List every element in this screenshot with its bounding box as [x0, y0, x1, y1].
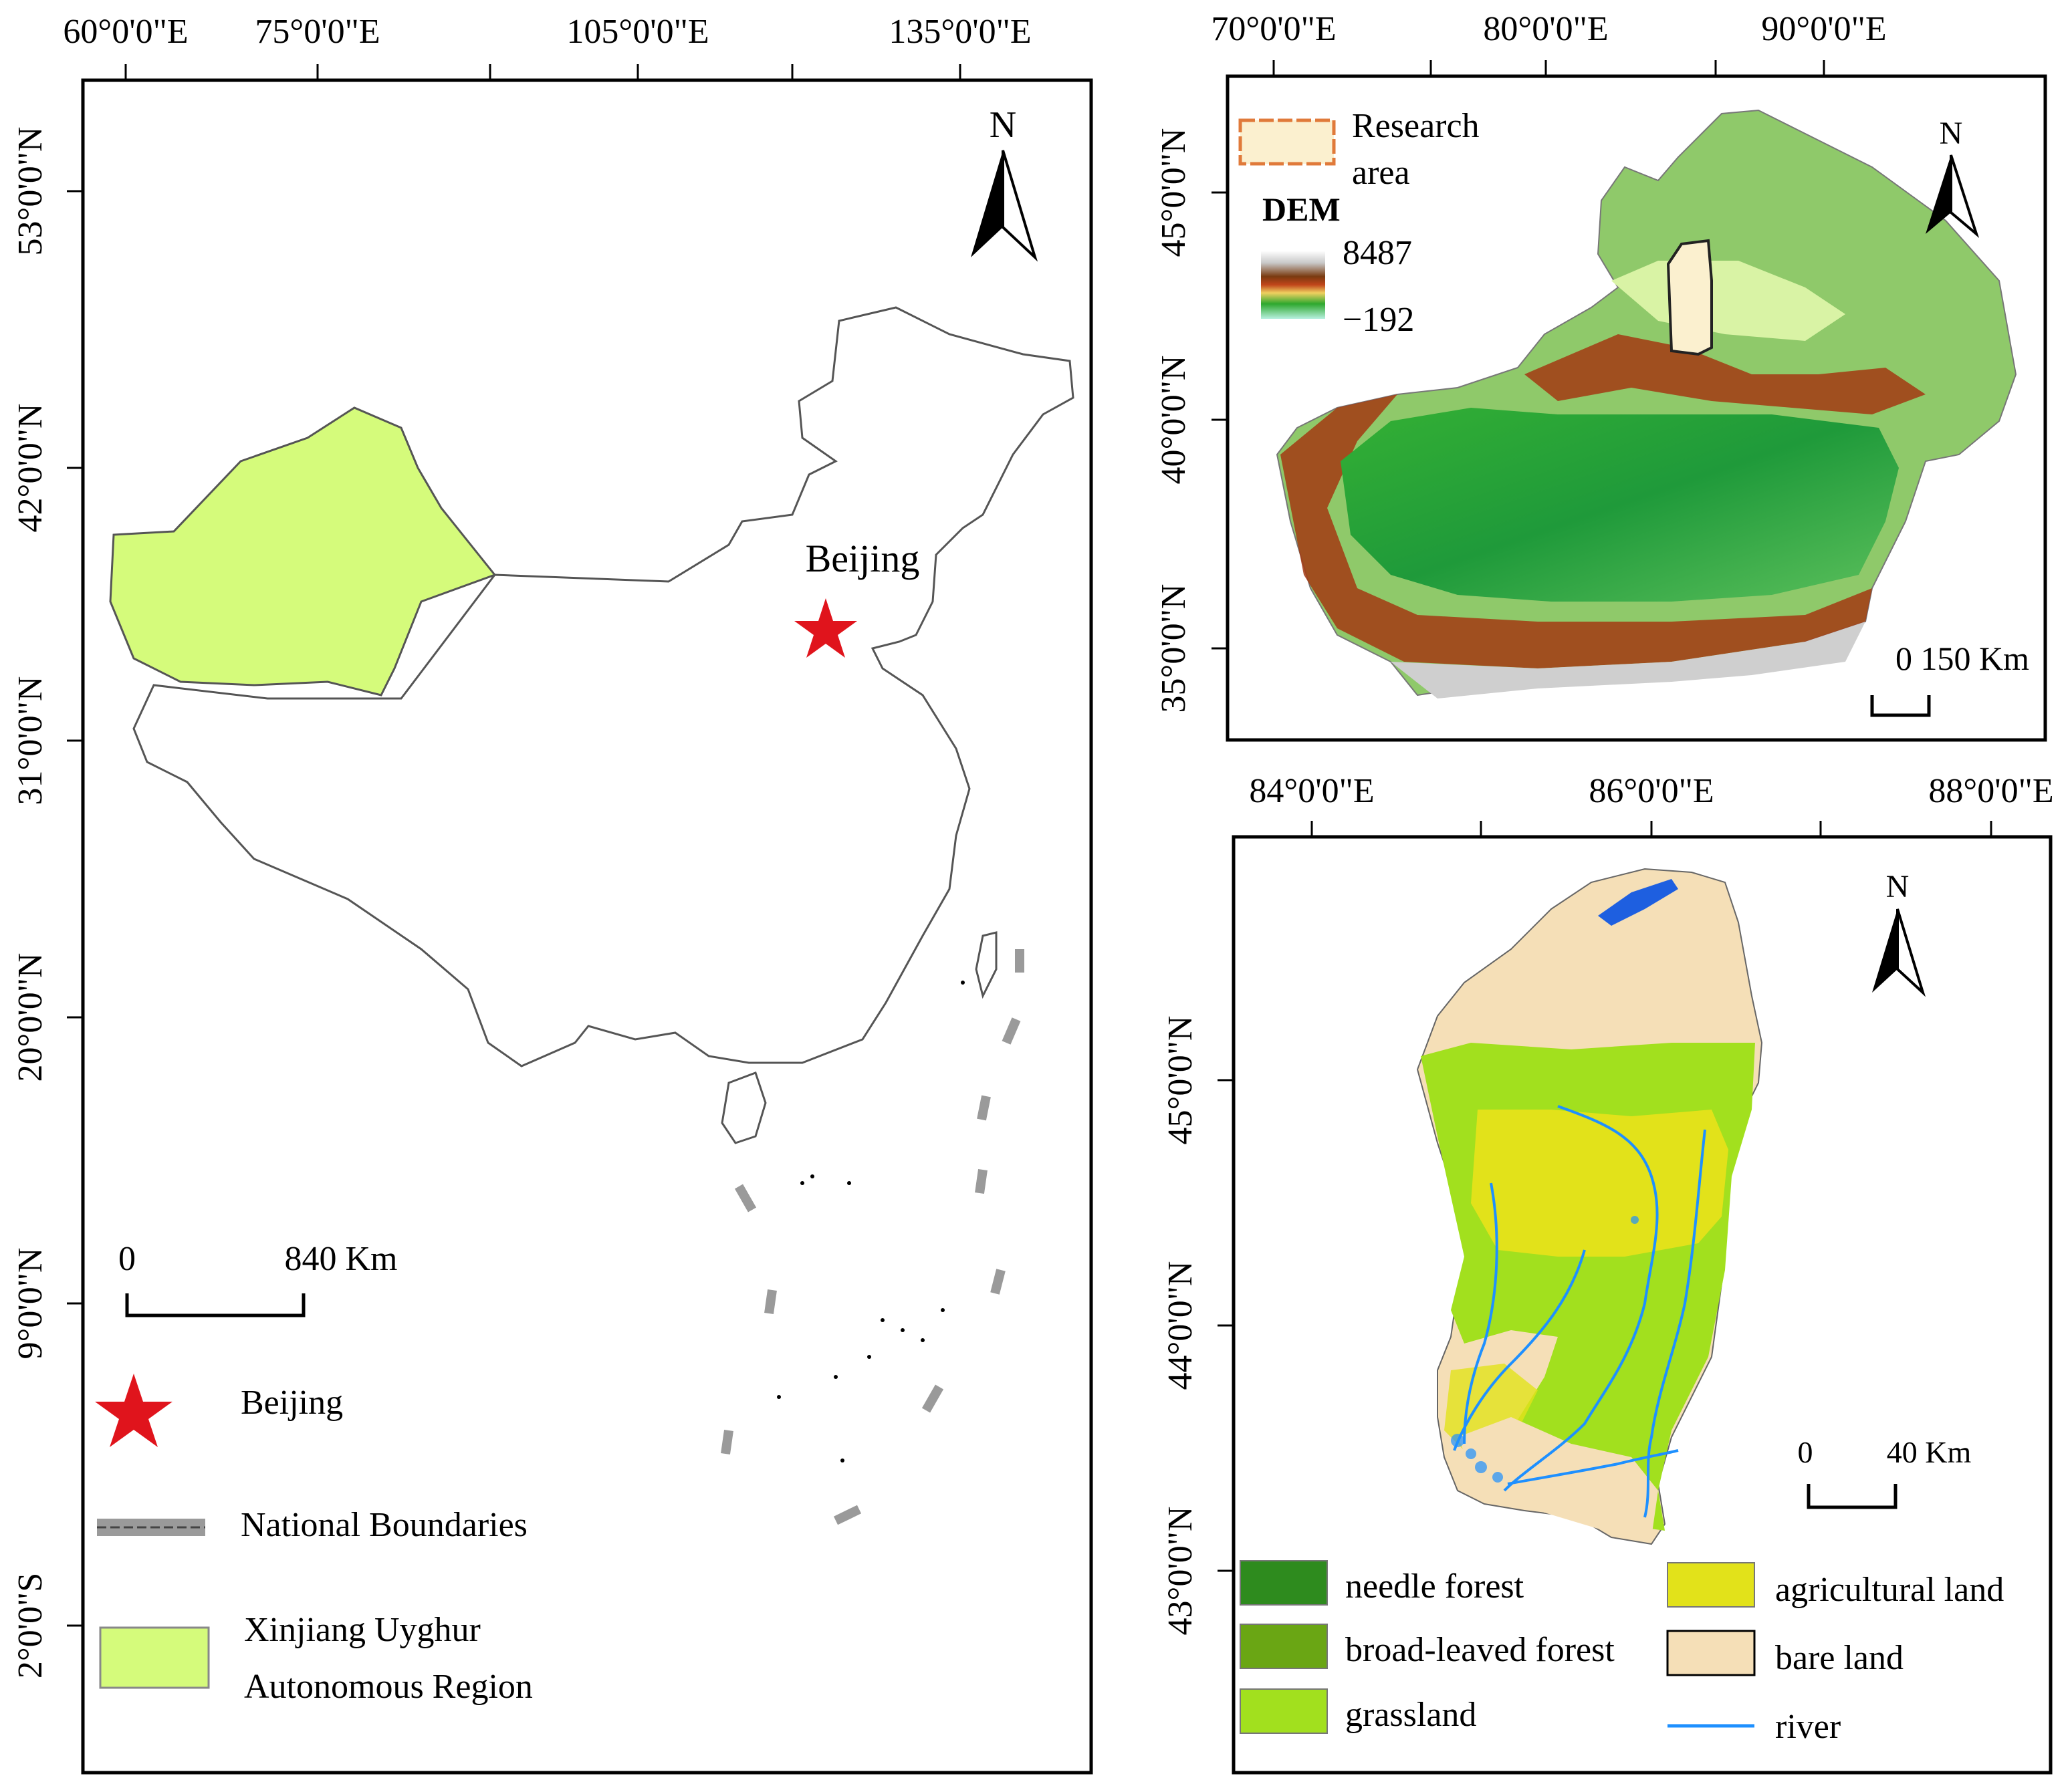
panel-a-lat-label-1: 53°0'0"N: [11, 127, 49, 256]
panel-c-lat-label-3: 43°0'0"N: [1161, 1507, 1199, 1636]
kunlun-range: [1280, 394, 1872, 668]
panel-b-lon-label-2: 80°0'0"E: [1483, 10, 1608, 48]
panel-b-north-arrow-icon: N: [1926, 116, 1980, 239]
panel-c-top-ticks: [1310, 821, 1992, 837]
legend-needle-forest-swatch: [1240, 1560, 1328, 1606]
panel-b-lat-label-1: 45°0'0"N: [1155, 128, 1193, 257]
panel-a-china-map: 60°0'0"E 75°0'0"E 105°0'0"E 135°0'0"E 53…: [11, 13, 1093, 1775]
research-area-outline: [1666, 239, 1713, 356]
legend-agricultural-label: agricultural land: [1775, 1571, 2004, 1609]
beijing-star-icon: [794, 598, 857, 658]
china-outline: [132, 306, 1074, 1067]
panel-c-landuse-map: 84°0'0"E 86°0'0"E 88°0'0"E 45°0'0"N 44°0…: [1161, 772, 2054, 1775]
panel-a-lon-label-4: 135°0'0"E: [889, 13, 1031, 51]
panel-c-lon-label-2: 86°0'0"E: [1589, 772, 1714, 810]
panel-c-lon-label-1: 84°0'0"E: [1249, 772, 1374, 810]
panel-a-scale-zero: 0: [118, 1240, 136, 1278]
panel-b-lat-label-3: 35°0'0"N: [1155, 584, 1193, 713]
panel-b-lon-label-1: 70°0'0"E: [1211, 10, 1336, 48]
panel-c-lat-label-2: 44°0'0"N: [1161, 1261, 1199, 1390]
beijing-label: Beijing: [806, 537, 920, 580]
riparian-wetland: [1451, 1216, 1639, 1483]
panel-a-north-arrow-icon: N: [971, 104, 1038, 262]
legend-research-area-label-1: Research: [1352, 107, 1480, 145]
panel-a-top-ticks: [124, 64, 961, 80]
legend-boundary-icon: [97, 1519, 205, 1536]
lake-icon: [1598, 879, 1678, 926]
svg-text:N: N: [1940, 116, 1963, 151]
panel-a-scale-bar: [125, 1293, 306, 1317]
panel-b-left-ticks: [1212, 191, 1228, 650]
tianshan-range: [1524, 334, 1926, 414]
panel-b-lat-label-2: 40°0'0"N: [1155, 356, 1193, 485]
panel-a-lat-label-6: 2°0'0"S: [11, 1573, 49, 1678]
legend-river-label: river: [1775, 1708, 1841, 1746]
svg-text:N: N: [1886, 869, 1910, 904]
legend-broadleaf-forest-label: broad-leaved forest: [1345, 1631, 1615, 1669]
panel-a-lat-label-4: 20°0'0"N: [11, 953, 49, 1082]
bare-land-south: [1458, 1417, 1658, 1537]
legend-bare-land-label: bare land: [1775, 1639, 1904, 1677]
hainan-island: [721, 1071, 767, 1144]
panel-a-scale-distance: 840 Km: [285, 1240, 398, 1278]
legend-agricultural-swatch: [1667, 1562, 1755, 1608]
panel-c-scale-distance: 40 Km: [1887, 1435, 1972, 1469]
legend-research-area-swatch: [1238, 118, 1336, 166]
legend-bare-land-swatch: [1666, 1630, 1756, 1676]
xinjiang-region: [109, 406, 497, 696]
tarim-basin: [1341, 408, 1899, 602]
legend-grassland-label: grassland: [1345, 1696, 1476, 1734]
panel-a-left-ticks: [67, 190, 83, 1627]
panel-c-lon-label-3: 88°0'0"E: [1928, 772, 2053, 810]
legend-needle-forest-label: needle forest: [1345, 1567, 1524, 1606]
panel-c-lat-label-1: 45°0'0"N: [1161, 1016, 1199, 1145]
legend-dem-max: 8487: [1343, 234, 1412, 272]
legend-boundary-label: National Boundaries: [241, 1506, 528, 1544]
legend-xinjiang-label-2: Autonomous Region: [244, 1668, 533, 1706]
panel-a-lat-label-3: 31°0'0"N: [11, 676, 49, 805]
panel-c-left-ticks: [1218, 1079, 1234, 1572]
river-network: [1453, 1105, 1706, 1518]
legend-beijing-star-icon: [95, 1374, 172, 1447]
legend-dem-min: −192: [1343, 301, 1414, 339]
panel-c-scale-bar: [1807, 1484, 1897, 1509]
legend-xinjiang-label-1: Xinjiang Uyghur: [244, 1611, 481, 1649]
legend-xinjiang-swatch: [99, 1626, 210, 1689]
legend-grassland-swatch: [1240, 1688, 1328, 1734]
panel-b-top-ticks: [1272, 60, 1825, 76]
south-sea-islands: [777, 981, 965, 1462]
panel-a-lat-label-5: 9°0'0"N: [11, 1248, 49, 1360]
panel-b-dem-map: 70°0'0"E 80°0'0"E 90°0'0"E 45°0'0"N 40°0…: [1155, 10, 2047, 742]
legend-dem-colorbar: [1261, 251, 1325, 319]
panel-b-lon-label-3: 90°0'0"E: [1761, 10, 1886, 48]
panel-c-scale-zero: 0: [1798, 1435, 1813, 1469]
legend-dem-title: DEM: [1262, 190, 1341, 228]
nine-dash-line: [721, 949, 1024, 1525]
legend-research-area-label-2: area: [1352, 154, 1410, 192]
agricultural-zone: [1471, 1110, 1728, 1257]
panel-c-north-arrow-icon: N: [1872, 869, 1926, 997]
panel-a-lon-label-2: 75°0'0"E: [255, 13, 380, 51]
legend-broadleaf-forest-swatch: [1240, 1624, 1328, 1669]
panel-a-lon-label-3: 105°0'0"E: [566, 13, 709, 51]
panel-a-lat-label-2: 42°0'0"N: [11, 404, 49, 533]
southern-plateau: [1391, 622, 1865, 698]
taiwan-island: [975, 931, 998, 999]
panel-a-lon-label-1: 60°0'0"E: [63, 13, 188, 51]
legend-beijing-label: Beijing: [241, 1384, 343, 1422]
panel-b-scale-bar: [1870, 695, 1931, 717]
svg-text:N: N: [990, 104, 1016, 146]
panel-b-scale-text: 0 150 Km: [1895, 640, 2029, 677]
